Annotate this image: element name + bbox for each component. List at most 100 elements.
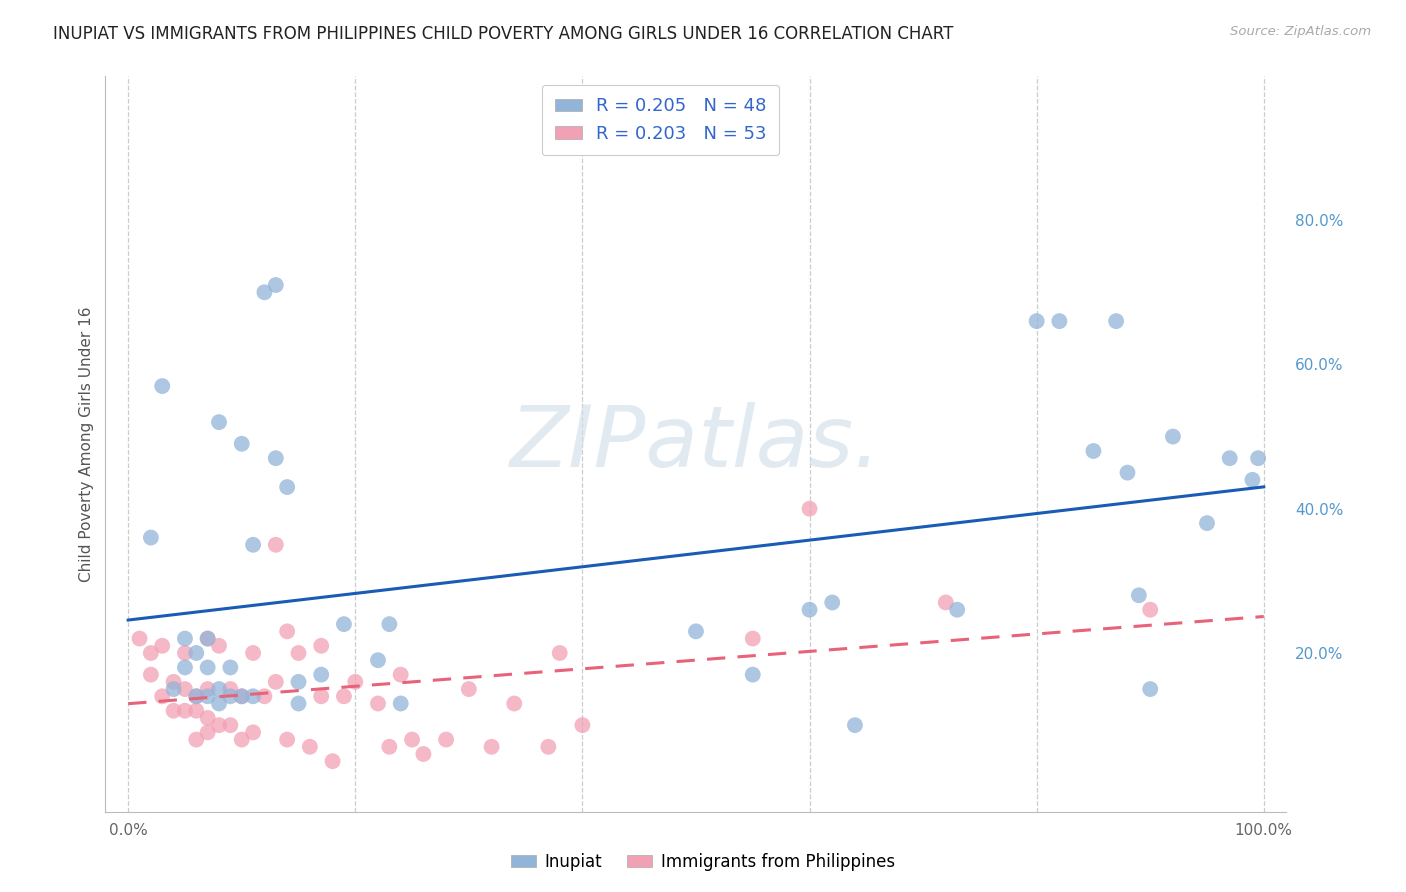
Point xyxy=(162,674,184,689)
Point xyxy=(208,718,231,732)
Point xyxy=(150,379,173,393)
Point xyxy=(174,704,197,718)
Point xyxy=(186,690,208,704)
Point xyxy=(253,690,276,704)
Point xyxy=(322,754,344,768)
Point xyxy=(174,681,197,696)
Point xyxy=(253,285,276,300)
Legend: R = 0.205   N = 48, R = 0.203   N = 53: R = 0.205 N = 48, R = 0.203 N = 53 xyxy=(541,85,779,155)
Point xyxy=(197,711,219,725)
Point xyxy=(1219,451,1241,466)
Text: ZIPatlas.: ZIPatlas. xyxy=(510,402,882,485)
Point xyxy=(219,718,242,732)
Point xyxy=(264,538,287,552)
Point xyxy=(821,595,844,609)
Point xyxy=(219,681,242,696)
Point xyxy=(333,690,356,704)
Point xyxy=(197,632,219,646)
Point xyxy=(571,718,593,732)
Legend: Inupiat, Immigrants from Philippines: Inupiat, Immigrants from Philippines xyxy=(503,845,903,880)
Point xyxy=(1083,444,1105,458)
Point xyxy=(344,674,367,689)
Point xyxy=(401,732,423,747)
Text: INUPIAT VS IMMIGRANTS FROM PHILIPPINES CHILD POVERTY AMONG GIRLS UNDER 16 CORREL: INUPIAT VS IMMIGRANTS FROM PHILIPPINES C… xyxy=(53,25,953,43)
Point xyxy=(276,732,298,747)
Point xyxy=(378,739,401,754)
Point xyxy=(309,667,332,681)
Point xyxy=(139,646,162,660)
Point xyxy=(128,632,150,646)
Point xyxy=(298,739,321,754)
Point xyxy=(219,690,242,704)
Point xyxy=(186,646,208,660)
Point xyxy=(219,660,242,674)
Point xyxy=(231,690,253,704)
Point xyxy=(1025,314,1047,328)
Point xyxy=(741,667,763,681)
Point xyxy=(264,278,287,293)
Point xyxy=(162,704,184,718)
Point xyxy=(1047,314,1070,328)
Point xyxy=(242,725,264,739)
Point xyxy=(197,681,219,696)
Point xyxy=(389,667,412,681)
Y-axis label: Child Poverty Among Girls Under 16: Child Poverty Among Girls Under 16 xyxy=(79,306,94,582)
Point xyxy=(457,681,479,696)
Point xyxy=(685,624,707,639)
Point xyxy=(231,732,253,747)
Point xyxy=(1139,681,1161,696)
Point xyxy=(309,639,332,653)
Point xyxy=(139,667,162,681)
Point xyxy=(242,690,264,704)
Point xyxy=(741,632,763,646)
Point xyxy=(150,639,173,653)
Point xyxy=(799,501,821,516)
Point xyxy=(367,653,389,667)
Point xyxy=(946,603,969,617)
Point xyxy=(264,451,287,466)
Point xyxy=(1105,314,1128,328)
Point xyxy=(1128,588,1150,602)
Point xyxy=(434,732,457,747)
Point xyxy=(1139,603,1161,617)
Point xyxy=(287,646,309,660)
Point xyxy=(197,632,219,646)
Point xyxy=(139,531,162,545)
Point xyxy=(481,739,503,754)
Point xyxy=(186,704,208,718)
Point xyxy=(287,674,309,689)
Point xyxy=(287,697,309,711)
Point xyxy=(1161,429,1184,443)
Point xyxy=(197,660,219,674)
Point xyxy=(208,697,231,711)
Point xyxy=(208,639,231,653)
Point xyxy=(231,437,253,451)
Point xyxy=(276,624,298,639)
Point xyxy=(1247,451,1270,466)
Point xyxy=(844,718,866,732)
Point xyxy=(309,690,332,704)
Point xyxy=(186,690,208,704)
Point xyxy=(242,646,264,660)
Point xyxy=(1116,466,1139,480)
Point xyxy=(197,690,219,704)
Point xyxy=(1241,473,1264,487)
Point xyxy=(162,681,184,696)
Point xyxy=(548,646,571,660)
Point xyxy=(276,480,298,494)
Point xyxy=(174,646,197,660)
Point xyxy=(1195,516,1218,530)
Point xyxy=(174,632,197,646)
Point xyxy=(174,660,197,674)
Point xyxy=(333,617,356,632)
Point xyxy=(799,603,821,617)
Point xyxy=(264,674,287,689)
Point xyxy=(208,681,231,696)
Point xyxy=(389,697,412,711)
Point xyxy=(412,747,434,761)
Point xyxy=(378,617,401,632)
Point xyxy=(186,732,208,747)
Point xyxy=(208,415,231,429)
Point xyxy=(242,538,264,552)
Point xyxy=(197,725,219,739)
